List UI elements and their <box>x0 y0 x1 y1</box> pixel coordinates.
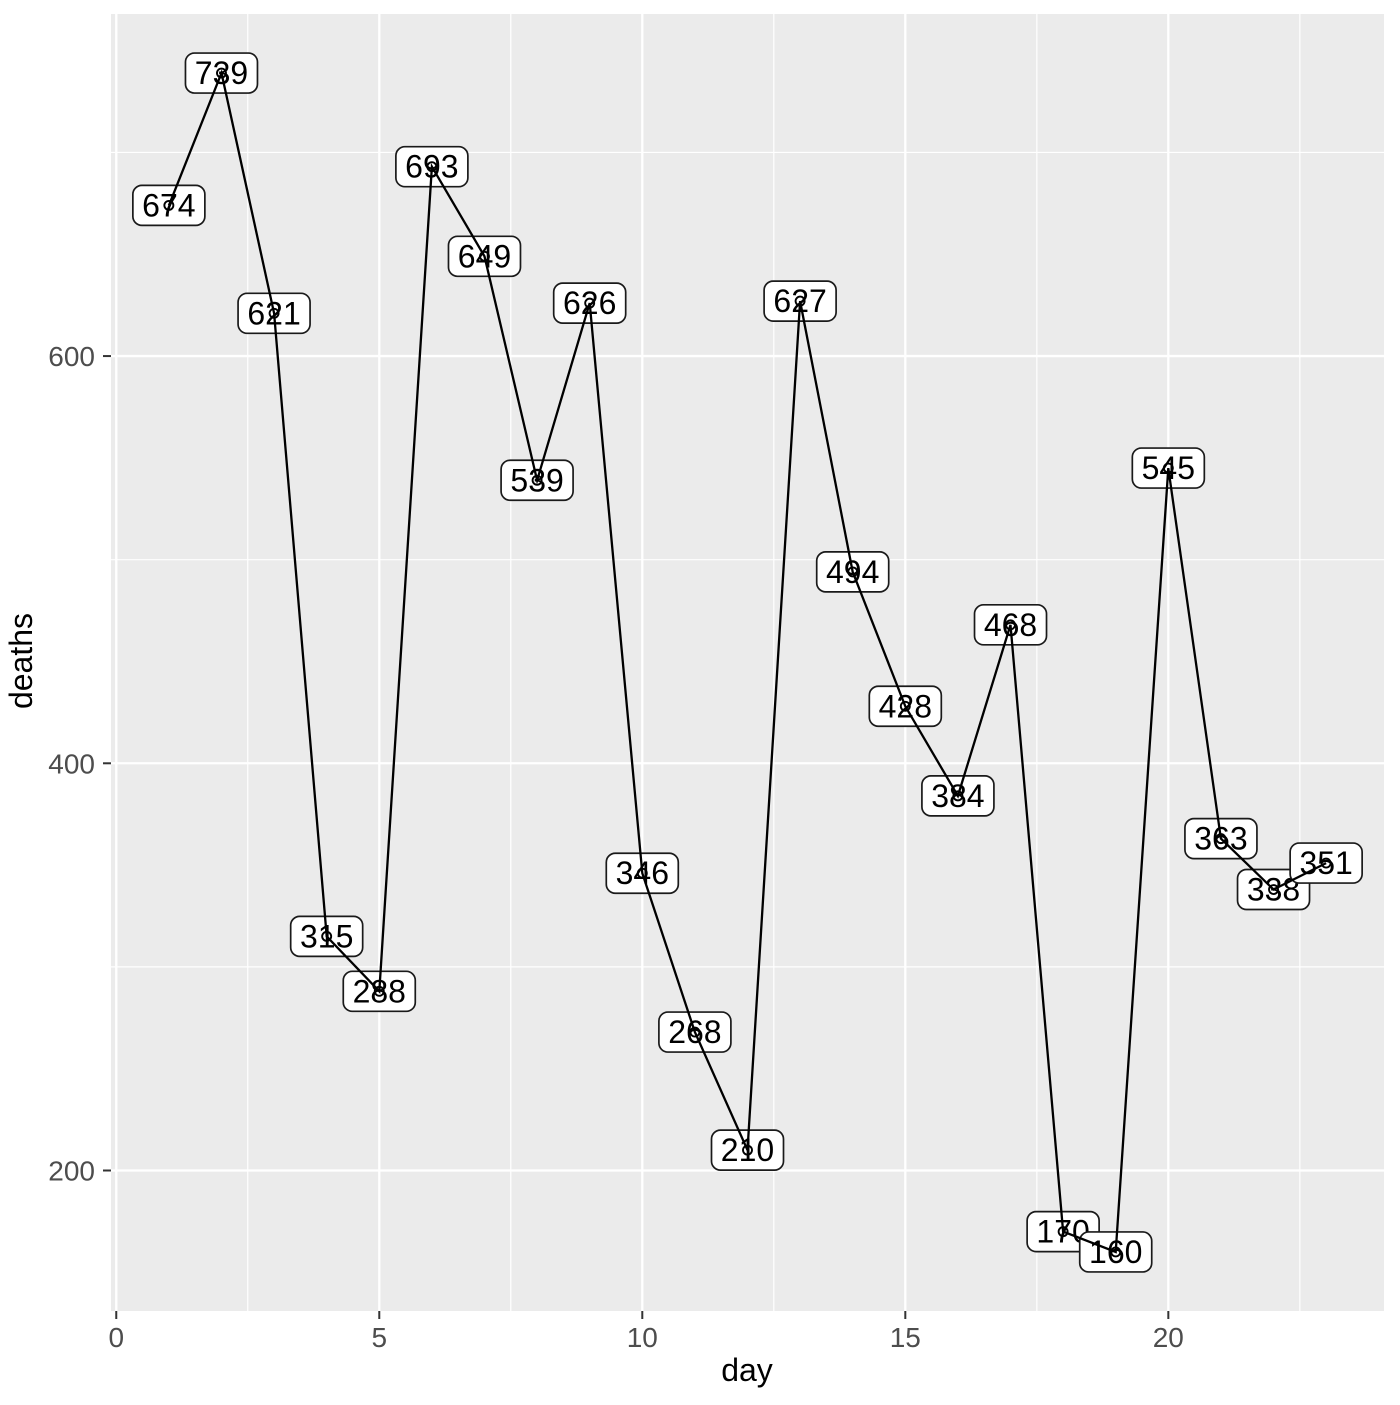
x-tick-label: 20 <box>1153 1322 1184 1353</box>
x-tick-label: 0 <box>108 1322 124 1353</box>
y-tick-label: 600 <box>48 341 95 372</box>
y-tick-label: 200 <box>48 1156 95 1187</box>
data-point <box>268 307 280 319</box>
point-value-labels: 6747396213152886936495396263462682106274… <box>132 52 1363 1273</box>
data-points <box>163 67 1332 1258</box>
plot-panel <box>111 14 1384 1311</box>
data-point <box>899 700 911 712</box>
data-point <box>636 867 648 879</box>
data-point <box>1005 619 1016 631</box>
data-point <box>1215 833 1227 845</box>
data-point <box>531 474 543 486</box>
data-point <box>321 930 333 942</box>
x-tick-label: 10 <box>627 1322 658 1353</box>
data-point <box>1057 1226 1069 1238</box>
data-point <box>1162 462 1174 474</box>
axis-tick-labels: 0 5 10 15 20 200 400 600 <box>48 341 1184 1353</box>
data-line <box>167 69 1327 1254</box>
minor-gridlines <box>111 14 1384 1311</box>
data-point <box>794 295 806 307</box>
x-tick-label: 15 <box>890 1322 921 1353</box>
data-point <box>216 67 227 79</box>
data-point <box>584 297 596 309</box>
data-point <box>426 161 438 173</box>
x-axis-title: day <box>721 1352 773 1388</box>
y-axis-title: deaths <box>3 613 39 709</box>
data-point <box>689 1026 701 1038</box>
point-label: 674 <box>132 184 206 227</box>
point-label-text: 351 <box>1299 845 1352 881</box>
point-label: 384 <box>921 775 995 817</box>
data-point <box>479 250 490 262</box>
data-point <box>952 790 964 802</box>
data-point <box>1110 1246 1122 1258</box>
x-tick-label: 5 <box>371 1322 387 1353</box>
point-label-text: 674 <box>142 187 195 223</box>
data-point <box>1320 857 1332 869</box>
point-label: 351 <box>1289 842 1363 884</box>
data-point <box>1268 884 1279 895</box>
data-point <box>163 199 175 211</box>
axis-ticks <box>103 355 1170 1319</box>
point-label-box <box>132 184 206 227</box>
data-point <box>742 1144 753 1156</box>
data-point <box>373 985 385 997</box>
y-tick-label: 400 <box>48 748 95 779</box>
data-point <box>847 566 859 578</box>
